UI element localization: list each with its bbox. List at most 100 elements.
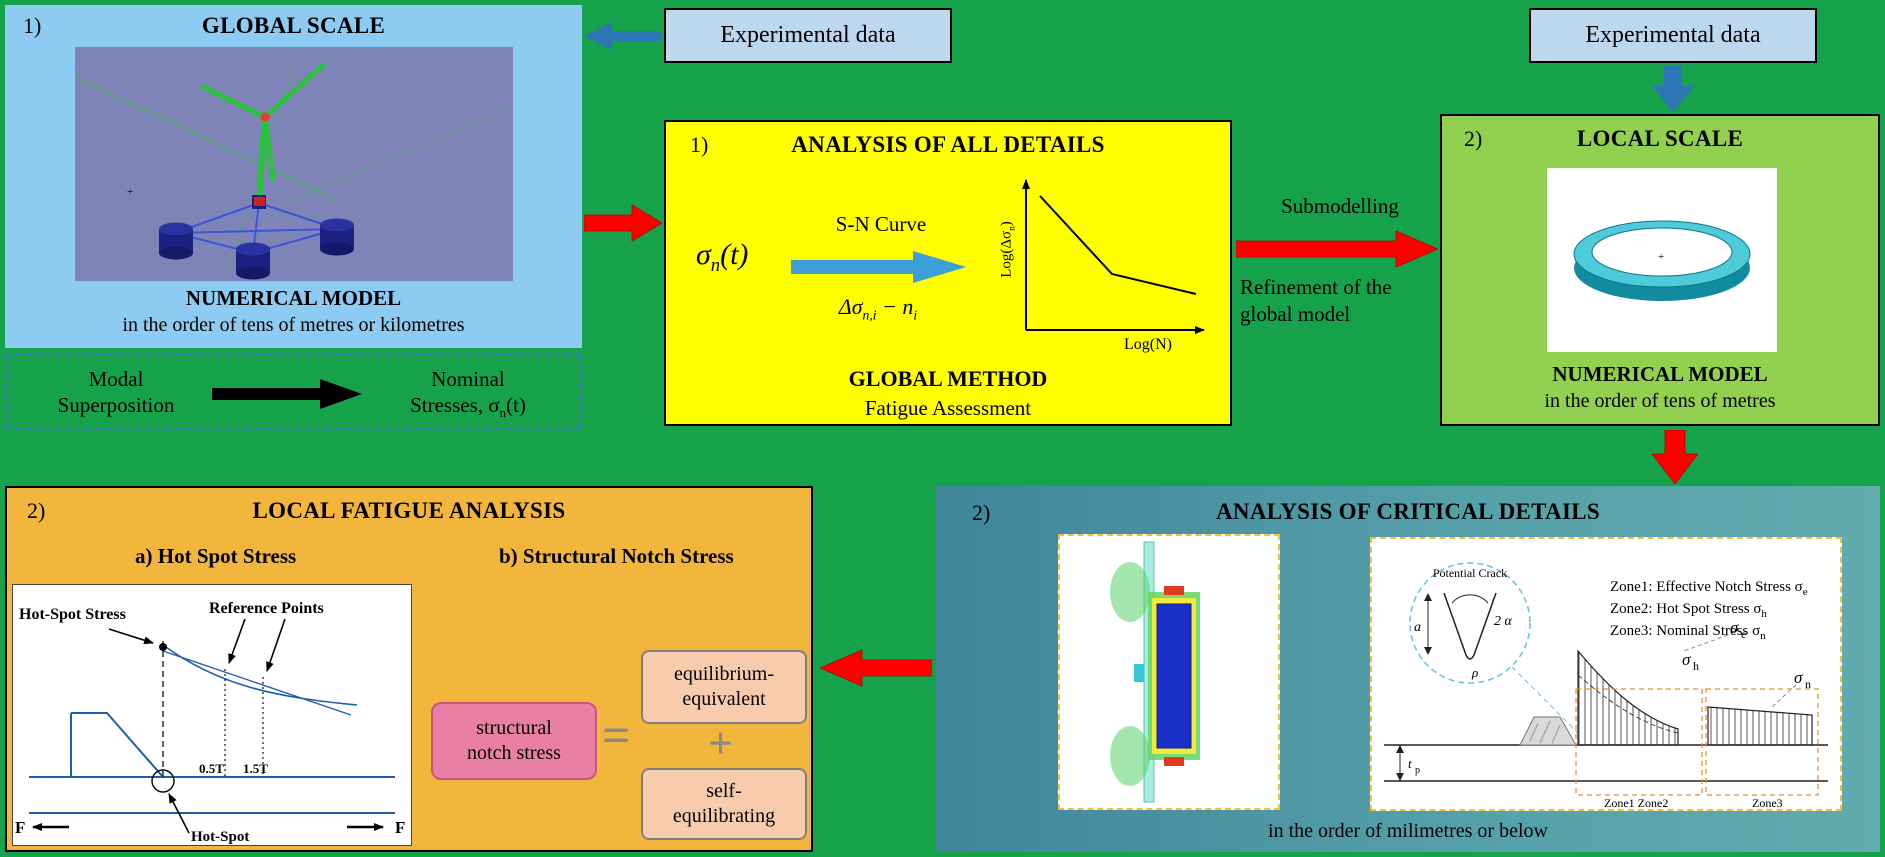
zone2-legend: Zone2: Hot Spot Stress σh <box>1610 601 1767 620</box>
zone3-text: Zone3: Nominal Stress σ <box>1610 623 1760 639</box>
plate-and-gusset <box>29 712 395 814</box>
force-left-label: F <box>15 818 25 837</box>
delta-sigma: Δσ <box>838 294 863 319</box>
hotspot-circle <box>151 769 175 793</box>
platform-floats <box>159 195 354 280</box>
critical-details-index: 2) <box>972 500 991 525</box>
sn-curve-blue-arrow <box>791 251 966 283</box>
critical-details-title: ANALYSIS OF CRITICAL DETAILS <box>1216 499 1600 524</box>
notch-stress-graphic: a 2 α ρ Potential Crack Zone1: Effective… <box>1384 562 1828 809</box>
sigma-sub: n <box>710 255 721 276</box>
zone1-text: Zone1: Effective Notch Stress σ <box>1610 579 1803 595</box>
plot-x-label: Log(N) <box>1124 336 1172 353</box>
wind-turbine-model-graphic: + <box>75 47 513 281</box>
force-right-label: F <box>395 818 405 837</box>
hot-spot-diagram: Hot-Spot Stress Reference Points 0.5T 1.… <box>15 600 405 845</box>
blue-down-arrow <box>1652 66 1694 112</box>
analysis-all-index: 1) <box>690 132 709 157</box>
equals-symbol: = <box>602 707 631 763</box>
sigma-arg: (t) <box>720 238 749 271</box>
rho-label: ρ <box>1471 665 1478 680</box>
nominal-sigma-sub: n <box>499 405 507 421</box>
ring-center-marker: + <box>1658 251 1664 263</box>
zone1-legend: Zone1: Effective Notch Stress σe <box>1610 579 1808 598</box>
experimental-data-box-left: Experimental data <box>664 8 952 63</box>
thickness-sub: p <box>1415 765 1420 776</box>
sn-plot-axes <box>1022 179 1205 334</box>
analysis-all-details-box: 1) ANALYSIS OF ALL DETAILS σn(t) S-N Cur… <box>664 120 1232 426</box>
refinement-line2: global model <box>1240 302 1351 326</box>
plot-y-label: Log(Δσn) <box>999 180 1018 320</box>
ring-model-graphic: + <box>1573 220 1751 301</box>
sn-curve-plot: Log(Δσn) Log(N) <box>984 160 1219 365</box>
local-model-caption: in the order of tens of metres <box>1544 390 1776 412</box>
hot-spot-stress-curve <box>1577 674 1679 734</box>
hotspot-label: Hot-Spot <box>191 829 249 845</box>
global-scale-box: 1) GLOBAL SCALE + <box>5 5 582 348</box>
nominal-line1: Nominal <box>431 367 505 391</box>
experimental-data-label: Experimental data <box>720 22 896 48</box>
plate-section <box>1384 744 1828 782</box>
red-left-arrow-critical-to-fatigue <box>820 649 932 687</box>
zone2-text: Zone2: Hot Spot Stress σ <box>1610 601 1761 617</box>
global-scale-index: 1) <box>23 13 42 38</box>
local-model-title: NUMERICAL MODEL <box>1552 362 1768 386</box>
sigma-n-t-formula: σn(t) <box>696 238 748 277</box>
hot-spot-diagram-panel: Hot-Spot Stress Reference Points 0.5T 1.… <box>12 584 412 846</box>
pink-line2: notch stress <box>467 742 561 764</box>
nominal-sigma-arg: (t) <box>506 393 526 417</box>
global-scale-title: GLOBAL SCALE <box>201 13 386 38</box>
hotspot-stress-label: Hot-Spot Stress <box>19 606 126 623</box>
delta-sigma-formula: Δσn,i − ni <box>778 294 978 323</box>
zone1-sub: e <box>1803 586 1808 598</box>
modal-superposition-label: Modal Superposition <box>21 366 211 418</box>
zones-right-label: Zone3 <box>1752 796 1783 809</box>
fem-contour-panel <box>1058 534 1280 810</box>
zoom-leader-line <box>1511 666 1581 736</box>
analysis-all-title: ANALYSIS OF ALL DETAILS <box>791 132 1105 157</box>
blue-left-arrow <box>584 22 662 50</box>
turbine-rotor-tower <box>200 62 326 206</box>
zone3-outline <box>1705 688 1819 796</box>
axis-marker: + <box>127 186 133 198</box>
nominal-stresses-label: Nominal Stresses, σn(t) <box>365 366 571 426</box>
tp-dimension <box>1396 745 1404 781</box>
local-scale-box: 2) LOCAL SCALE + NUMERICAL MODEL in the … <box>1440 114 1880 426</box>
fatigue-title: LOCAL FATIGUE ANALYSIS <box>252 498 566 523</box>
platform-center-marker <box>254 197 265 206</box>
t05-label: 0.5T <box>199 761 224 776</box>
a-dimension <box>1424 593 1432 655</box>
global-model-caption: in the order of tens of metres or kilome… <box>122 314 465 336</box>
local-scale-index: 2) <box>1464 126 1483 151</box>
experimental-data-box-right: Experimental data <box>1529 8 1817 63</box>
peach1-line2: equivalent <box>682 688 766 710</box>
fem-contour-graphic <box>1110 541 1200 803</box>
thickness-label: t <box>1408 756 1412 771</box>
zone3-sub: n <box>1760 630 1766 642</box>
delta-sigma-sub: n,i <box>862 307 877 323</box>
peach2-line1: self- <box>706 780 742 802</box>
global-method-title: GLOBAL METHOD <box>848 366 1048 391</box>
delta-n-sub: i <box>913 307 918 323</box>
self-equilibrating-box: self- equilibrating <box>641 768 807 840</box>
refinement-label: Refinement of the global model <box>1240 274 1455 328</box>
sigma-n-sub: n <box>1805 677 1811 691</box>
local-fatigue-analysis-box: 2) LOCAL FATIGUE ANALYSIS a) Hot Spot St… <box>5 486 813 852</box>
zone3-legend: Zone3: Nominal Stress σn <box>1610 623 1766 642</box>
sigma-n-label: σ <box>1794 668 1803 687</box>
platform-truss <box>174 202 338 254</box>
hotspot-stress-point <box>159 643 167 651</box>
equilibrium-equivalent-box: equilibrium- equivalent <box>641 650 807 724</box>
sigma-h-label: σ <box>1682 650 1691 669</box>
nominal-line2: Stresses, σn(t) <box>365 392 571 426</box>
zone12-outline <box>1575 688 1703 796</box>
pink-line1: structural <box>476 717 552 739</box>
zone2-sub: h <box>1761 608 1767 620</box>
sigma-n-leader <box>1771 684 1797 708</box>
plus-symbol: + <box>708 719 734 768</box>
sigma-e-leader <box>1683 634 1729 652</box>
sn-curve-label: S-N Curve <box>835 212 927 236</box>
ylabel-close: ) <box>998 221 1015 227</box>
global-model-title: NUMERICAL MODEL <box>185 286 402 310</box>
